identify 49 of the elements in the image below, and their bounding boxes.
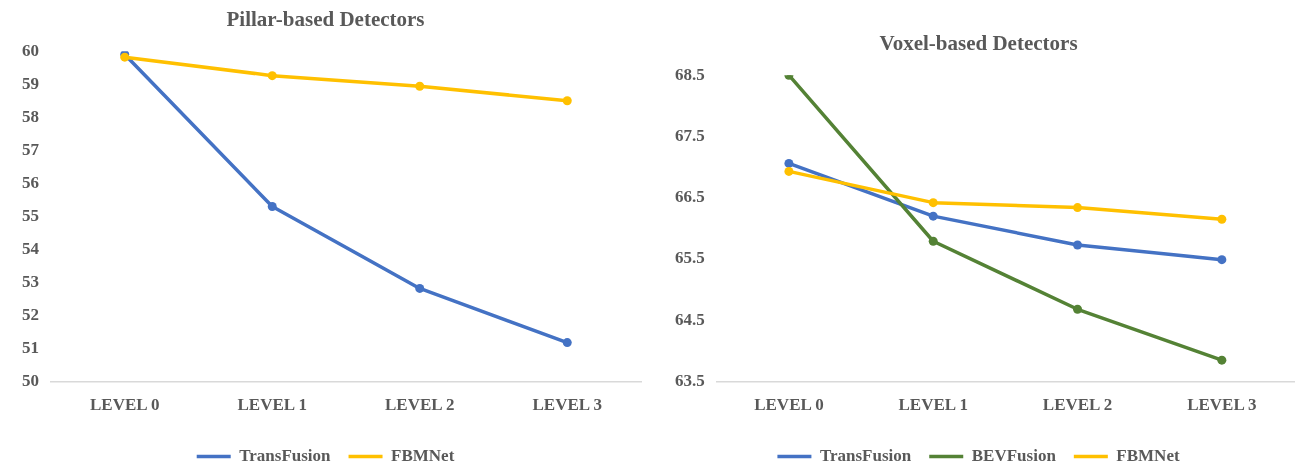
y-tick-label: 64.5 [675, 309, 705, 329]
y-tick-label: 67.5 [675, 125, 705, 145]
y-tick-label: 57 [22, 139, 40, 159]
x-tick-label: LEVEL 1 [898, 395, 968, 415]
point [928, 236, 938, 246]
y-tick-label: 51 [22, 337, 39, 357]
y-tick-label: 66.5 [675, 187, 705, 207]
point [784, 158, 794, 168]
x-tick-label: LEVEL 0 [754, 395, 824, 415]
point [1217, 355, 1227, 365]
chart-title: Pillar-based Detectors [226, 7, 425, 32]
y-tick-label: 60 [22, 40, 39, 60]
chart-title: Voxel-based Detectors [879, 31, 1078, 56]
y-tick-label: 59 [22, 73, 39, 93]
legend-label: TransFusion [239, 445, 332, 465]
point [1073, 304, 1083, 314]
x-tick-label: LEVEL 1 [237, 395, 307, 415]
point [562, 338, 572, 348]
y-tick-label: 58 [22, 106, 39, 126]
point [267, 201, 277, 211]
point [928, 211, 938, 221]
point [415, 283, 425, 293]
y-tick-label: 65.5 [675, 248, 705, 268]
point [928, 198, 938, 208]
point [562, 96, 572, 106]
y-tick-label: 52 [22, 304, 39, 324]
point [1217, 214, 1227, 224]
x-tick-label: LEVEL 2 [385, 395, 455, 415]
x-tick-label: LEVEL 3 [532, 395, 602, 415]
y-tick-label: 55 [22, 205, 39, 225]
y-tick-label: 50 [22, 370, 39, 390]
y-tick-label: 54 [22, 238, 40, 258]
point [1217, 255, 1227, 265]
y-tick-label: 68.5 [675, 64, 705, 84]
legend-label: BEVFusion [971, 445, 1057, 465]
legend-label: TransFusion [819, 445, 912, 465]
legend-label: FBMNet [1116, 445, 1180, 465]
point [784, 166, 794, 176]
y-tick-label: 63.5 [675, 370, 705, 390]
point [1073, 203, 1083, 213]
point [267, 71, 277, 81]
x-tick-label: LEVEL 2 [1042, 395, 1113, 415]
y-tick-label: 56 [22, 172, 39, 192]
point [1073, 240, 1083, 250]
point [415, 81, 425, 91]
legend-label: FBMNet [391, 445, 455, 465]
x-tick-label: LEVEL 3 [1187, 395, 1257, 415]
y-tick-label: 53 [22, 271, 39, 291]
x-tick-label: LEVEL 0 [90, 395, 160, 415]
